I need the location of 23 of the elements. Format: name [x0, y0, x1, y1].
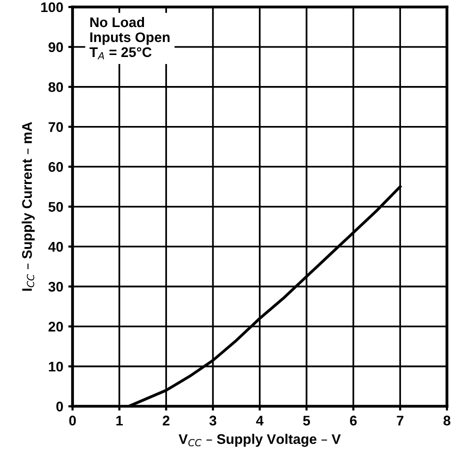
y-tick-label: 90 [48, 42, 63, 52]
y-tick-label: 30 [48, 282, 63, 292]
x-tick-label: 5 [303, 416, 310, 426]
y-tick-label: 80 [48, 82, 63, 92]
y-tick-label: 40 [48, 242, 63, 252]
x-tick-label: 6 [350, 416, 357, 426]
y-tick-label: 10 [48, 362, 63, 372]
annotation: No Load Inputs Open T$_{A}$ = 25°C [90, 16, 170, 60]
x-tick-label: 3 [209, 416, 216, 426]
y-tick-label: 20 [48, 322, 63, 332]
y-tick-label: 50 [48, 202, 63, 212]
y-axis-title: I$_{CC}$ – Supply Current – mA [22, 122, 35, 291]
y-tick-label: 100 [41, 2, 63, 12]
x-tick-label: 2 [162, 416, 170, 426]
y-tick-label: 60 [48, 162, 63, 172]
x-tick-label: 0 [69, 416, 76, 426]
x-tick-label: 4 [256, 416, 264, 426]
x-axis-title: V$_{CC}$ – Supply Voltage – V [178, 434, 341, 447]
x-tick-label: 1 [116, 416, 123, 426]
y-tick-label: 0 [56, 402, 63, 412]
x-tick-label: 7 [396, 416, 404, 426]
x-tick-label: 8 [444, 416, 450, 426]
y-tick-label: 70 [48, 122, 63, 132]
